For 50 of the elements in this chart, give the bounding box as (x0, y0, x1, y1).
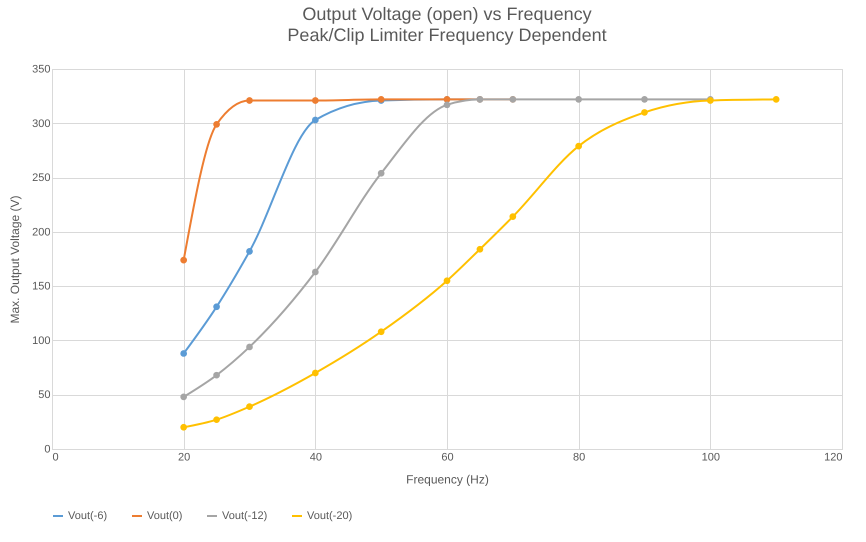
point (575, 96, 582, 103)
point (641, 109, 648, 116)
x-tick-label: 120 (824, 452, 842, 464)
point (378, 328, 385, 336)
x-axis-title: Frequency (Hz) (406, 472, 489, 486)
point (180, 256, 188, 264)
point (575, 142, 582, 150)
point (180, 350, 188, 357)
x-tick-label: 0 (52, 452, 59, 464)
y-tick-label: 300 (32, 118, 50, 130)
point (509, 213, 516, 220)
point (312, 370, 319, 376)
point (246, 403, 253, 410)
point (246, 344, 253, 350)
point (312, 116, 319, 124)
point (213, 372, 220, 379)
x-tick-label: 80 (573, 452, 586, 464)
point (312, 268, 319, 276)
y-axis-title: Max. Output Voltage (V) (8, 195, 22, 324)
legend-label: Vout(-12) (222, 510, 268, 522)
y-tick-label: 200 (32, 226, 50, 238)
point (213, 416, 220, 424)
point (444, 277, 450, 284)
x-tick-label: 40 (310, 452, 322, 464)
point (312, 97, 319, 104)
y-tick-label: 350 (32, 64, 50, 76)
point (444, 101, 450, 108)
point (476, 246, 484, 253)
legend-label: Vout(-6) (68, 510, 108, 522)
point (641, 96, 648, 103)
point (246, 97, 253, 104)
chart-subtitle: Peak/Clip Limiter Frequency Dependent (287, 25, 607, 45)
chart-title: Output Voltage (open) vs Frequency (302, 4, 592, 24)
y-tick-label: 100 (32, 334, 50, 347)
point (246, 248, 253, 255)
y-tick-label: 250 (32, 172, 50, 184)
point (213, 121, 220, 128)
point (378, 170, 385, 177)
point (213, 303, 220, 310)
point (180, 424, 188, 431)
point (772, 96, 780, 103)
y-tick-label: 50 (38, 389, 50, 402)
legend-label: Vout(0) (147, 510, 182, 522)
x-tick-label: 20 (178, 452, 190, 464)
point (180, 394, 188, 400)
legend-label: Vout(-20) (307, 510, 352, 522)
x-tick-label: 60 (441, 452, 454, 464)
x-tick-label: 100 (702, 452, 720, 464)
y-tick-label: 150 (32, 280, 50, 293)
y-tick-label: 0 (44, 444, 50, 456)
